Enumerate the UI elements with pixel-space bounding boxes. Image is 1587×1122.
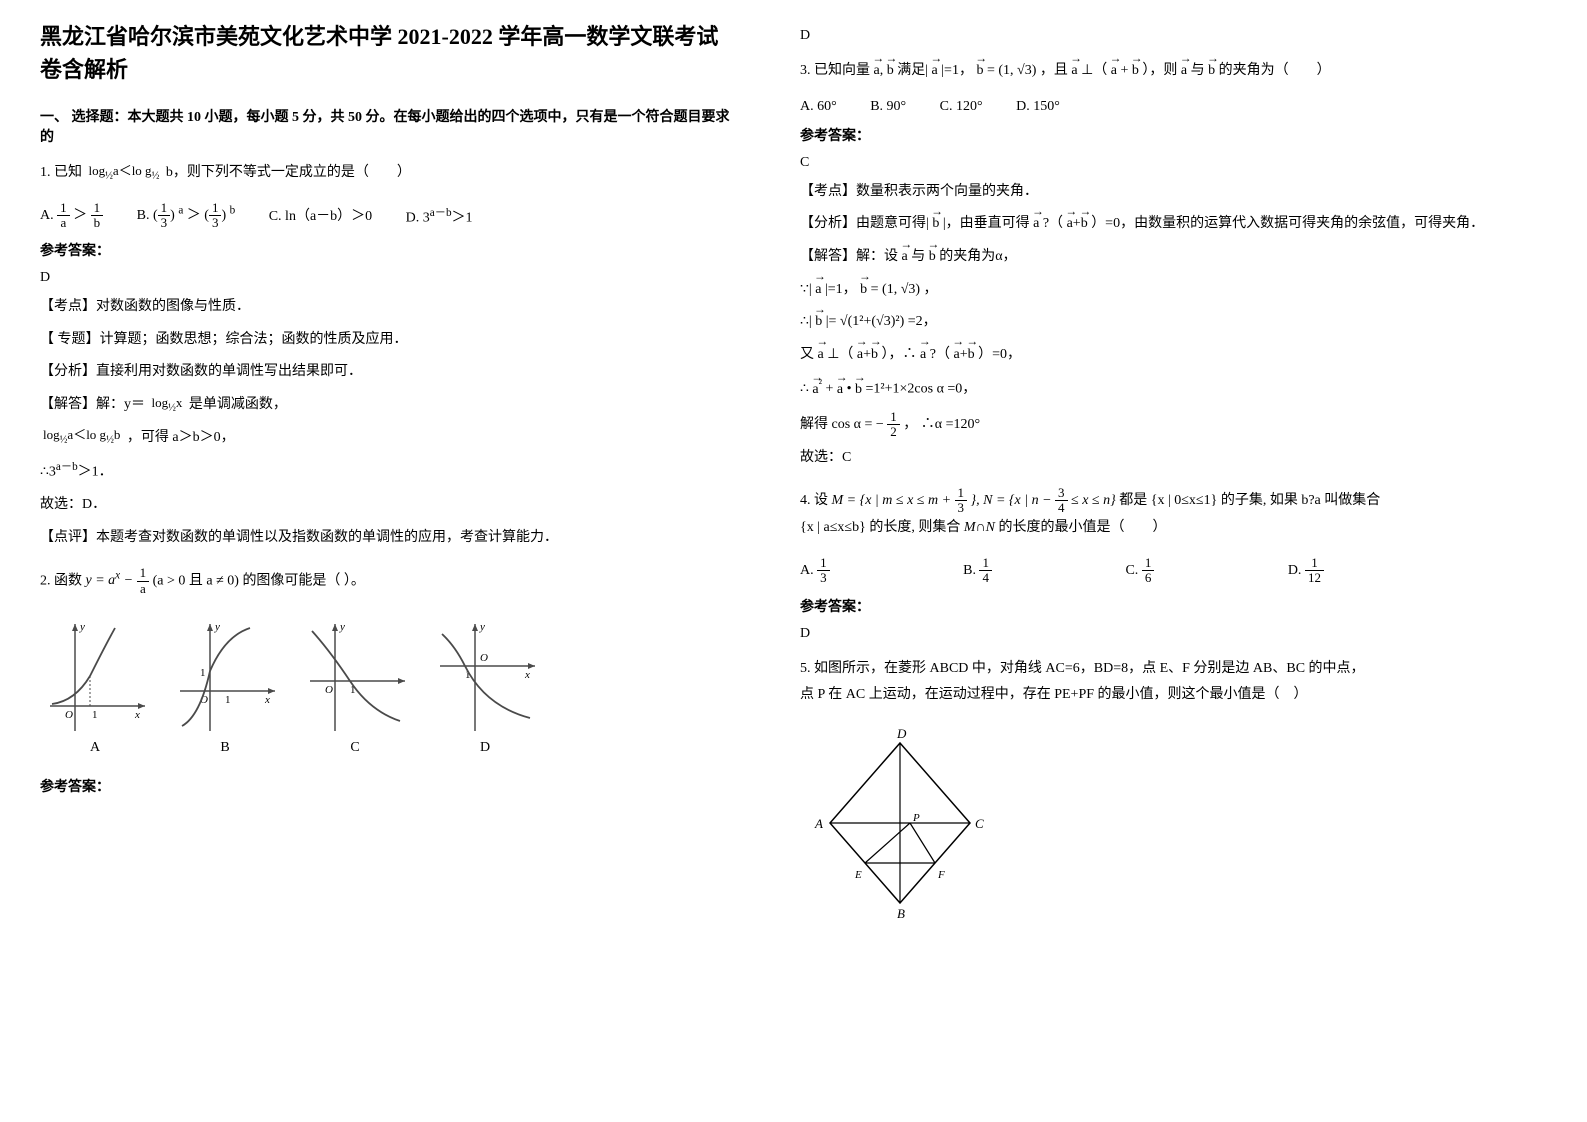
q1-answer: D xyxy=(40,270,740,286)
q1-exp5: log½a＜lo g½b ，可得 a＞b＞0， xyxy=(40,425,740,452)
question-3: 3. 已知向量 a, b 满足| a |=1， b = (1, √3) ，且 a… xyxy=(800,58,1500,85)
q3-option-a: A. 60° xyxy=(800,99,837,115)
svg-text:O: O xyxy=(65,709,73,721)
q1-option-d: D. 3a－b＞1 xyxy=(406,204,473,227)
q2-answer-label: 参考答案： xyxy=(40,776,740,796)
svg-text:x: x xyxy=(524,669,530,681)
q2-graphs: O 1 x y A O 1 x y xyxy=(40,616,740,756)
q3-exp1: 【考点】数量积表示两个向量的夹角． xyxy=(800,179,1500,206)
q1-log-expr: log½a＜lo g½ xyxy=(86,164,163,182)
graph-c: O 1 y C xyxy=(300,616,410,756)
graph-a: O 1 x y A xyxy=(40,616,150,756)
svg-text:F: F xyxy=(937,869,945,881)
q4-answer-label: 参考答案： xyxy=(800,596,1500,616)
svg-text:y: y xyxy=(339,621,345,633)
q4-options: A. 13 B. 14 C. 16 D. 112 xyxy=(800,556,1500,586)
q1-options: A. 1a ＞ 1b B. (13) a ＞ (13) b C. ln（a－b）… xyxy=(40,201,740,231)
svg-text:y: y xyxy=(214,621,220,633)
svg-text:x: x xyxy=(264,694,270,706)
q3-option-d: D. 150° xyxy=(1016,99,1060,115)
svg-text:y: y xyxy=(79,621,85,633)
q1-exp1: 【考点】对数函数的图像与性质． xyxy=(40,294,740,321)
q1-exp2: 【 专题】计算题；函数思想；综合法；函数的性质及应用． xyxy=(40,327,740,354)
svg-text:1: 1 xyxy=(225,694,231,706)
q1-option-c: C. ln（a－b）＞0 xyxy=(269,205,372,225)
q1-exp4: 【解答】解：y＝ log½x 是单调减函数， xyxy=(40,392,740,419)
q3-exp9: 故选：C xyxy=(800,445,1500,472)
document-title: 黑龙江省哈尔滨市美苑文化艺术中学 2021-2022 学年高一数学文联考试卷含解… xyxy=(40,20,740,86)
svg-text:P: P xyxy=(912,812,920,824)
graph-b: O 1 x y 1 B xyxy=(170,616,280,756)
svg-text:y: y xyxy=(479,621,485,633)
q4-option-c: C. 16 xyxy=(1125,556,1154,586)
q1-option-a: A. 1a ＞ 1b xyxy=(40,201,103,231)
q3-exp7: ∴ a² + a • b =1²+1×2cos α =0， xyxy=(800,374,1500,403)
q1-exp7: 故选：D． xyxy=(40,492,740,519)
question-1: 1. 已知 log½a＜lo g½ b，则下列不等式一定成立的是（ ） xyxy=(40,160,740,187)
q3-exp6: 又 a ⊥（ a+b ），∴ a ?（ a+b ）=0， xyxy=(800,342,1500,369)
q1-exp3: 【分析】直接利用对数函数的单调性写出结果即可． xyxy=(40,359,740,386)
right-column: D 3. 已知向量 a, b 满足| a |=1， b = (1, √3) ，且… xyxy=(800,20,1500,923)
q5-figure: D A C B P E F xyxy=(800,723,1500,923)
q4-option-b: B. 14 xyxy=(963,556,992,586)
q3-exp3: 【解答】解：设 a 与 b 的夹角为α， xyxy=(800,244,1500,271)
q1-stem-suffix: b，则下列不等式一定成立的是（ ） xyxy=(166,165,411,180)
svg-text:x: x xyxy=(134,709,140,721)
section-heading: 一、 选择题：本大题共 10 小题，每小题 5 分，共 50 分。在每小题给出的… xyxy=(40,106,740,146)
svg-text:E: E xyxy=(854,869,862,881)
q4-option-a: A. 13 xyxy=(800,556,830,586)
left-column: 黑龙江省哈尔滨市美苑文化艺术中学 2021-2022 学年高一数学文联考试卷含解… xyxy=(40,20,740,923)
q3-option-b: B. 90° xyxy=(870,99,906,115)
q1-stem-prefix: 1. 已知 xyxy=(40,165,86,180)
q3-option-c: C. 120° xyxy=(940,99,983,115)
q3-exp5: ∴| b |= √(1²+(√3)²) =2， xyxy=(800,309,1500,336)
q3-exp8: 解得 cos α = − 12 ， ∴α =120° xyxy=(800,410,1500,440)
q4-answer: D xyxy=(800,626,1500,642)
q1-answer-label: 参考答案： xyxy=(40,240,740,260)
q4-option-d: D. 112 xyxy=(1288,556,1324,586)
q1-exp8: 【点评】本题考查对数函数的单调性以及指数函数的单调性的应用，考查计算能力． xyxy=(40,525,740,552)
q3-answer-label: 参考答案： xyxy=(800,125,1500,145)
graph-d: O x y 1 D xyxy=(430,616,540,756)
question-5: 5. 如图所示，在菱形 ABCD 中，对角线 AC=6，BD=8，点 E、F 分… xyxy=(800,656,1500,709)
svg-text:O: O xyxy=(480,652,488,664)
q3-answer: C xyxy=(800,155,1500,171)
q3-exp4: ∵| a |=1， b = (1, √3) ， xyxy=(800,277,1500,304)
svg-text:B: B xyxy=(897,906,905,921)
question-4: 4. 设 M = {x | m ≤ x ≤ m + 13 }, N = {x |… xyxy=(800,486,1500,542)
svg-text:O: O xyxy=(325,684,333,696)
svg-text:1: 1 xyxy=(92,709,98,721)
q2-answer: D xyxy=(800,28,1500,44)
svg-text:D: D xyxy=(896,726,907,741)
svg-text:A: A xyxy=(814,816,823,831)
svg-text:1: 1 xyxy=(200,667,206,679)
q1-exp6: ∴3a－b＞1． xyxy=(40,457,740,486)
question-2: 2. 函数 y = ax − 1a (a > 0 且 a ≠ 0) 的图像可能是… xyxy=(40,566,740,596)
q1-option-b: B. (13) a ＞ (13) b xyxy=(137,201,236,231)
q3-options: A. 60° B. 90° C. 120° D. 150° xyxy=(800,99,1500,115)
page: 黑龙江省哈尔滨市美苑文化艺术中学 2021-2022 学年高一数学文联考试卷含解… xyxy=(40,20,1547,923)
svg-text:C: C xyxy=(975,816,984,831)
